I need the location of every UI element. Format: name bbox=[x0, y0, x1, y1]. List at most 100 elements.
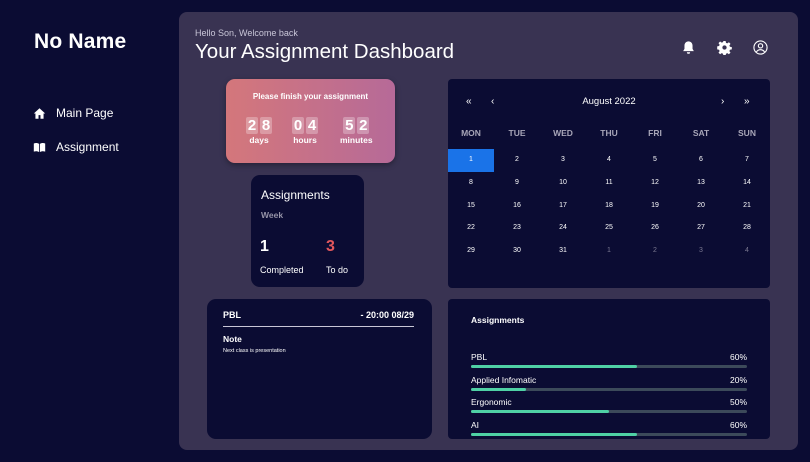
calendar-day[interactable]: 4 bbox=[745, 247, 749, 255]
sidebar-item-assignment[interactable]: Assignment bbox=[33, 138, 119, 156]
calendar-day[interactable]: 5 bbox=[653, 156, 657, 163]
sidebar-item-label: Main Page bbox=[56, 106, 114, 120]
calendar-day[interactable]: 25 bbox=[605, 224, 613, 232]
completed-label: Completed bbox=[260, 265, 304, 275]
calendar-day[interactable]: 26 bbox=[651, 224, 659, 232]
calendar-day[interactable]: 13 bbox=[697, 178, 705, 186]
completed-count: 1 bbox=[260, 238, 269, 255]
progress-labels: Applied Infomatic 20% bbox=[471, 375, 747, 385]
note-deadline: - 20:00 08/29 bbox=[360, 310, 414, 320]
weekly-period: Week bbox=[261, 210, 284, 220]
calendar-day[interactable]: 4 bbox=[607, 156, 611, 163]
progress-track bbox=[471, 410, 747, 413]
calendar-day[interactable]: 29 bbox=[467, 247, 475, 255]
weekly-title: Assignments bbox=[261, 188, 330, 202]
calendar-grid: MON TUE WED THU FRI SAT SUN 1 2 3 4 5 6 7 8 9 10 11 12 13 14… bbox=[448, 123, 770, 263]
book-icon bbox=[33, 142, 46, 152]
sidebar-item-label: Assignment bbox=[56, 140, 119, 154]
progress-row: Applied Infomatic 20% bbox=[471, 375, 747, 391]
calendar-day[interactable]: 7 bbox=[745, 156, 749, 163]
page-title: Your Assignment Dashboard bbox=[195, 40, 455, 63]
progress-fill bbox=[471, 365, 637, 368]
user-icon[interactable] bbox=[752, 39, 768, 55]
countdown-digit: 2 bbox=[357, 117, 370, 134]
countdown-digit: 4 bbox=[306, 117, 318, 134]
note-card: PBL - 20:00 08/29 Note Next class is pre… bbox=[207, 299, 432, 439]
progress-fill bbox=[471, 410, 609, 413]
progress-row: Ergonomic 50% bbox=[471, 397, 747, 413]
progress-fill bbox=[471, 432, 637, 436]
calendar-day[interactable]: 2 bbox=[515, 156, 519, 163]
note-text: Next class is presentation bbox=[223, 348, 286, 354]
progress-percent: 60% bbox=[729, 352, 747, 362]
calendar-day[interactable]: 9 bbox=[515, 178, 519, 186]
calendar-day[interactable]: 16 bbox=[513, 201, 521, 209]
calendar-day[interactable]: 24 bbox=[559, 224, 567, 232]
progress-fill bbox=[471, 387, 527, 391]
calendar-day[interactable]: 22 bbox=[467, 224, 475, 232]
calendar-day[interactable]: 2 bbox=[653, 247, 657, 255]
sidebar-item-main-page[interactable]: Main Page bbox=[33, 104, 119, 122]
progress-name: PBL bbox=[471, 352, 488, 362]
next-year-button[interactable]: » bbox=[744, 96, 750, 107]
calendar-day[interactable]: 11 bbox=[605, 178, 613, 186]
calendar-day[interactable]: 31 bbox=[559, 247, 567, 255]
prev-month-button[interactable]: ‹ bbox=[491, 96, 495, 107]
calendar: « ‹ August 2022 › » MON TUE WED THU FRI SAT SU… bbox=[448, 79, 770, 288]
greeting-text: Hello Son, Welcome back bbox=[195, 28, 298, 38]
calendar-day[interactable]: 12 bbox=[651, 178, 659, 186]
calendar-day[interactable]: 18 bbox=[605, 201, 613, 209]
next-month-button[interactable]: › bbox=[721, 96, 725, 107]
weekly-assignments-card: Assignments Week 1 3 Completed To do bbox=[251, 175, 364, 287]
calendar-day[interactable]: 3 bbox=[699, 247, 703, 255]
calendar-day[interactable]: 14 bbox=[743, 178, 751, 186]
hours-label: hours bbox=[293, 135, 317, 145]
calendar-day[interactable]: 3 bbox=[561, 156, 565, 163]
progress-labels: PBL 60% bbox=[471, 352, 747, 362]
brand-logo: No Name bbox=[34, 30, 127, 53]
minutes-label: minutes bbox=[340, 135, 373, 145]
calendar-day[interactable]: 20 bbox=[697, 201, 705, 209]
calendar-day[interactable]: 1 bbox=[607, 247, 611, 255]
calendar-day[interactable]: 6 bbox=[699, 156, 703, 163]
countdown-digit: 5 bbox=[343, 117, 356, 134]
todo-label: To do bbox=[326, 265, 349, 275]
progress-row: PBL 60% bbox=[471, 352, 747, 368]
countdown-message: Please finish your assignment bbox=[252, 92, 369, 101]
calendar-day[interactable]: 30 bbox=[513, 247, 521, 255]
weekday-header: MON bbox=[461, 128, 481, 138]
calendar-day[interactable]: 17 bbox=[559, 201, 567, 209]
assignment-progress-card: Assignments PBL 60% Applied Infomatic 20% Er… bbox=[448, 299, 770, 439]
calendar-day[interactable]: 19 bbox=[651, 201, 659, 209]
calendar-month: August 2022 bbox=[582, 96, 636, 107]
home-icon bbox=[33, 107, 46, 119]
weekday-header: TUE bbox=[508, 128, 526, 138]
calendar-day[interactable]: 23 bbox=[513, 224, 521, 232]
calendar-day[interactable]: 15 bbox=[467, 201, 475, 209]
progress-name: AI bbox=[471, 419, 480, 430]
calendar-day[interactable]: 8 bbox=[469, 178, 473, 186]
progress-track bbox=[471, 432, 747, 436]
weekday-header: WED bbox=[553, 128, 573, 138]
weekday-header: SAT bbox=[692, 128, 710, 138]
progress-percent: 20% bbox=[729, 374, 747, 385]
calendar-day[interactable]: 27 bbox=[697, 224, 705, 232]
todo-count: 3 bbox=[326, 238, 335, 255]
calendar-day[interactable]: 10 bbox=[559, 178, 567, 186]
weekday-header: FRI bbox=[648, 128, 662, 138]
progress-name: Applied Infomatic bbox=[471, 374, 537, 385]
note-course: PBL bbox=[223, 310, 241, 320]
dashboard-panel: Hello Son, Welcome back Your Assignment … bbox=[179, 12, 798, 450]
calendar-day[interactable]: 21 bbox=[743, 201, 751, 209]
sidebar-nav: Main Page Assignment bbox=[33, 104, 119, 172]
calendar-day[interactable]: 28 bbox=[743, 224, 751, 232]
weekday-header: SUN bbox=[738, 128, 756, 138]
calendar-day-selected[interactable]: 1 bbox=[448, 149, 494, 172]
prev-year-button[interactable]: « bbox=[466, 96, 472, 107]
gear-icon[interactable] bbox=[716, 39, 732, 55]
note-label: Note bbox=[223, 334, 242, 344]
bell-icon[interactable] bbox=[680, 39, 696, 55]
